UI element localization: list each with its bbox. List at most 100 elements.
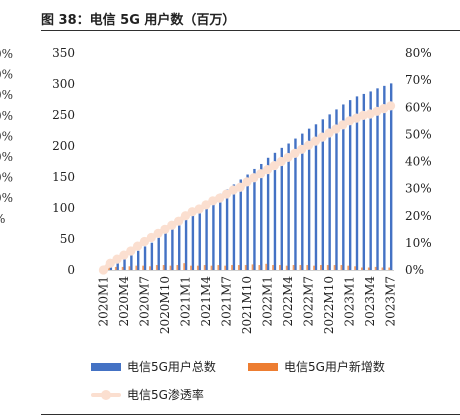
rate-point	[160, 224, 170, 234]
total-bar	[335, 109, 338, 270]
rate-point	[153, 228, 163, 238]
rate-point	[338, 120, 348, 130]
new-bar	[292, 265, 295, 270]
total-bar	[191, 212, 195, 270]
new-bar	[217, 265, 220, 270]
new-bar	[224, 265, 227, 270]
rate-point	[139, 236, 150, 247]
rate-point	[180, 211, 191, 221]
left-ghost-label: 0%	[0, 129, 13, 143]
rate-point	[194, 204, 204, 214]
legend-new: 电信5G用户新增数	[248, 358, 385, 375]
x-tick-label: 2020M10	[158, 276, 172, 334]
new-bar	[340, 265, 343, 270]
rate-point	[310, 136, 320, 146]
total-bar	[219, 193, 222, 270]
new-bar	[237, 265, 240, 270]
x-tick-label: 2022M1	[261, 276, 275, 326]
new-bar	[114, 266, 117, 270]
left-ghost-label: 0%	[0, 109, 13, 123]
total-bar	[184, 216, 188, 270]
y-left-tick-label: 200	[52, 139, 75, 153]
rate-point	[297, 144, 307, 154]
bottom-divider	[41, 414, 460, 415]
legend-new-swatch	[248, 362, 278, 371]
rate-point	[235, 182, 245, 192]
new-bar	[135, 265, 138, 270]
y-right-tick-label: 40%	[405, 155, 432, 169]
left-ghost-label: 0%	[0, 68, 13, 82]
total-bar	[260, 163, 263, 270]
new-bar	[142, 265, 145, 270]
total-bar	[301, 133, 304, 270]
total-bar	[130, 255, 133, 270]
left-ghost-label: 0%	[0, 88, 13, 102]
new-bar	[155, 265, 158, 270]
total-bar	[389, 83, 393, 270]
rate-point	[276, 156, 286, 167]
y-left-tick-label: 250	[52, 108, 75, 122]
rate-point	[324, 128, 334, 138]
new-bar	[354, 266, 356, 270]
rate-point	[256, 169, 266, 179]
new-bar	[203, 265, 206, 270]
rate-point	[242, 177, 252, 187]
rate-point	[174, 216, 184, 226]
legend-rate-label: 电信5G渗透率	[127, 388, 204, 402]
y-right-tick-label: 20%	[405, 209, 432, 223]
x-tick-label: 2022M4	[281, 276, 295, 327]
y-right-tick-label: 80%	[405, 46, 432, 60]
new-bar	[190, 265, 192, 270]
x-tick-label: 2023M4	[363, 276, 377, 327]
rate-point	[119, 250, 129, 260]
total-bar	[123, 258, 126, 270]
x-tick-label: 2021M1	[178, 276, 192, 326]
legend-rate: 电信5G渗透率	[91, 386, 204, 403]
total-bar	[171, 228, 174, 270]
new-bar	[361, 267, 363, 270]
total-bar	[362, 93, 366, 270]
rate-point	[317, 132, 327, 142]
total-bar	[348, 100, 352, 271]
rate-point	[133, 241, 143, 251]
total-bar	[280, 147, 283, 270]
x-tick-label: 2022M10	[322, 276, 336, 334]
total-bar	[376, 88, 379, 270]
new-bar	[183, 263, 186, 270]
y-right-tick-label: 50%	[405, 127, 432, 141]
new-bar	[320, 265, 322, 270]
new-bar	[388, 267, 391, 270]
new-bar	[231, 265, 233, 270]
new-bar	[149, 266, 151, 270]
rate-point	[331, 124, 341, 134]
left-ghost-label: 0%	[0, 191, 13, 205]
total-bar	[266, 157, 270, 270]
rate-point	[105, 258, 115, 268]
total-bar	[232, 184, 236, 270]
x-tick-label: 2021M7	[219, 276, 233, 326]
x-tick-label: 2022M7	[302, 276, 316, 326]
left-ghost-label: 0%	[0, 150, 13, 164]
new-bar	[162, 265, 165, 270]
total-bar	[314, 124, 318, 270]
rate-point	[98, 265, 109, 275]
total-bar	[137, 250, 140, 270]
x-tick-label: 2021M4	[199, 276, 213, 327]
new-bar	[278, 265, 281, 270]
new-bar	[272, 265, 274, 270]
new-bar	[381, 267, 384, 270]
new-bar	[108, 266, 110, 270]
y-right-tick-label: 10%	[405, 236, 432, 250]
total-bar	[342, 104, 345, 271]
total-bar	[355, 96, 359, 271]
x-tick-label: 2020M7	[137, 276, 151, 326]
total-bar	[287, 143, 290, 270]
new-bar	[258, 265, 261, 270]
new-bar	[299, 265, 302, 270]
y-left-tick-label: 0	[67, 263, 75, 277]
total-bar	[143, 246, 147, 270]
total-bar	[273, 152, 277, 270]
rate-point	[385, 101, 396, 111]
x-tick-label: 2020M1	[96, 276, 110, 326]
